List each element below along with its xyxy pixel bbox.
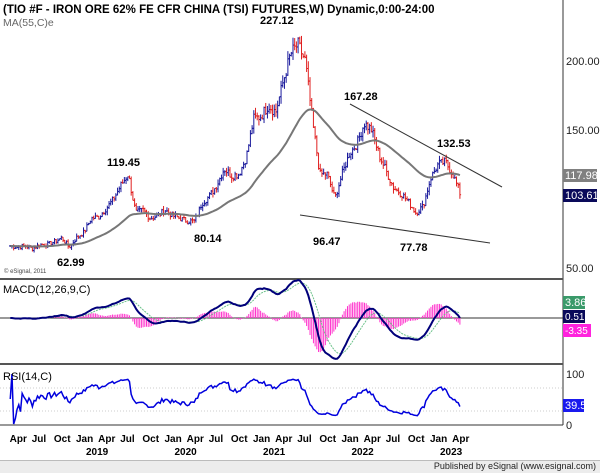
x-tick: Jan	[165, 434, 182, 445]
macd-legend: MACD(12,26,9,C)	[3, 284, 90, 296]
x-year: 2020	[175, 447, 198, 458]
label-80: 80.14	[194, 233, 222, 245]
x-tick: Oct	[231, 434, 248, 445]
lower-trendline	[299, 214, 491, 244]
x-tick: Jul	[120, 434, 135, 445]
x-tick: Oct	[408, 434, 425, 445]
macd-value: 3.86	[565, 297, 586, 309]
rsi-legend: RSI(14,C)	[3, 371, 52, 383]
x-tick: Apr	[98, 434, 115, 445]
x-year: 2021	[263, 447, 286, 458]
x-tick: Apr	[364, 434, 381, 445]
ma-last-value: 117.98	[565, 170, 598, 182]
x-year: 2019	[86, 447, 109, 458]
macd-line	[10, 278, 461, 360]
rsi-value: 39.5	[565, 400, 586, 412]
x-tick: Oct	[319, 434, 336, 445]
x-tick: Apr	[10, 434, 27, 445]
x-year: 2022	[352, 447, 375, 458]
ma-legend: MA(55,C)e	[3, 17, 54, 29]
chart-title: (TIO #F - IRON ORE 62% FE CFR CHINA (TSI…	[3, 4, 435, 16]
rsi-tick: 0	[566, 420, 572, 432]
x-tick: Jan	[430, 434, 447, 445]
label-96: 96.47	[313, 236, 341, 248]
y-tick: 50.00	[566, 263, 594, 275]
upper-trendline	[349, 103, 503, 188]
x-tick: Jul	[297, 434, 312, 445]
label-62: 62.99	[57, 257, 85, 269]
footer: Published by eSignal (www.esignal.com)	[0, 460, 600, 473]
macd-signal-line	[10, 282, 461, 355]
label-132: 132.53	[437, 138, 471, 150]
macd-signal-value: 0.51	[565, 312, 585, 323]
x-tick: Apr	[275, 434, 292, 445]
copyright: © eSignal, 2011	[4, 268, 47, 275]
label-167: 167.28	[344, 91, 378, 103]
label-77: 77.78	[400, 242, 428, 254]
y-tick: 200.00	[566, 56, 600, 68]
x-tick: Apr	[187, 434, 204, 445]
price-last-value: 103.61	[565, 190, 599, 202]
y-tick: 150.00	[566, 125, 600, 137]
publisher-text: Published by eSignal (www.esignal.com)	[433, 461, 596, 471]
ma55-line	[10, 108, 461, 248]
x-tick: Jan	[253, 434, 270, 445]
rsi-line	[9, 373, 461, 425]
rsi-tick: 100	[566, 369, 584, 381]
x-tick: Jan	[76, 434, 93, 445]
x-tick: Oct	[54, 434, 71, 445]
macd-hist-value: -3.35	[565, 326, 588, 337]
label-227: 227.12	[260, 15, 294, 27]
x-tick: Jul	[209, 434, 224, 445]
x-tick: Jan	[342, 434, 359, 445]
x-year: 2023	[440, 447, 463, 458]
x-tick: Jul	[32, 434, 47, 445]
x-tick: Apr	[452, 434, 469, 445]
x-tick: Jul	[386, 434, 401, 445]
label-119: 119.45	[107, 157, 140, 169]
x-tick: Oct	[142, 434, 159, 445]
